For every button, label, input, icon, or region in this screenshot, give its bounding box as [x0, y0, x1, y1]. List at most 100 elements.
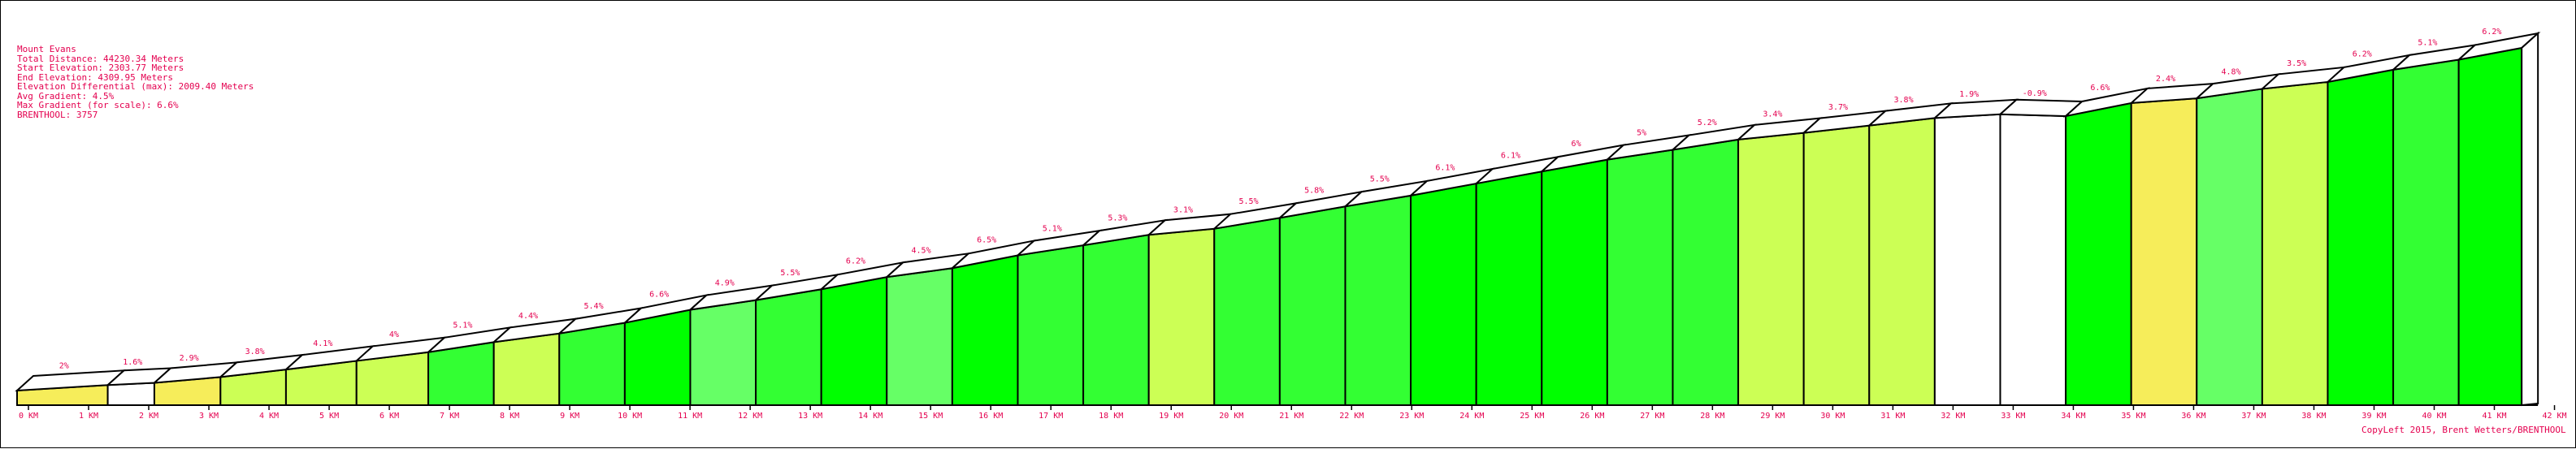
- x-tick-label: 14 KM: [858, 412, 883, 421]
- x-tick-label: 31 KM: [1880, 412, 1905, 421]
- gradient-label: 5.2%: [1698, 119, 1717, 127]
- gradient-label: 5.1%: [1043, 224, 1062, 233]
- x-tick-label: 11 KM: [678, 412, 702, 421]
- gradient-label: 6.2%: [2482, 28, 2501, 37]
- gradient-segment: [1868, 117, 1936, 406]
- x-tick-label: 23 KM: [1399, 412, 1424, 421]
- gradient-segment: [492, 332, 561, 406]
- gradient-segment: [1213, 217, 1281, 406]
- gradient-label: 5.5%: [780, 269, 800, 278]
- gradient-label: 6.2%: [846, 257, 865, 266]
- gradient-label: 3.1%: [1173, 205, 1193, 214]
- x-tick-label: 8 KM: [500, 412, 519, 421]
- gradient-label: 4.4%: [518, 312, 538, 321]
- x-tick-label: 27 KM: [1640, 412, 1664, 421]
- gradient-segment: [820, 276, 888, 406]
- x-tick-label: 3 KM: [199, 412, 219, 421]
- gradient-segment: [2261, 80, 2329, 406]
- gradient-segment: [1802, 124, 1871, 406]
- x-tick-label: 0 KM: [19, 412, 38, 421]
- x-tick-label: 22 KM: [1339, 412, 1364, 421]
- gradient-label: 3.4%: [1763, 110, 1782, 119]
- gradient-label: 6.1%: [1501, 152, 1520, 161]
- x-tick-label: 38 KM: [2301, 412, 2326, 421]
- gradient-label: 6.1%: [1435, 163, 1455, 172]
- gradient-label: 5.4%: [584, 302, 604, 311]
- gradient-label: 2.4%: [2156, 75, 2175, 84]
- gradient-label: 3.7%: [1828, 103, 1848, 112]
- x-tick-label: 25 KM: [1520, 412, 1544, 421]
- max-gradient: Max Gradient (for scale): 6.6%: [17, 100, 179, 110]
- gradient-segment: [2065, 101, 2132, 406]
- gradient-label: 6.2%: [2353, 50, 2372, 58]
- x-tick-label: 42 KM: [2542, 412, 2566, 421]
- gradient-segment: [1933, 113, 2001, 406]
- x-tick-label: 20 KM: [1219, 412, 1243, 421]
- gradient-segment: [689, 299, 757, 406]
- x-tick-label: 16 KM: [978, 412, 1003, 421]
- gradient-segment: [1475, 171, 1543, 406]
- x-tick-label: 36 KM: [2181, 412, 2205, 421]
- gradient-label: 5.5%: [1239, 197, 1259, 206]
- gradient-label: 3.8%: [1894, 96, 1914, 105]
- x-tick-label: 2 KM: [139, 412, 158, 421]
- route-info-panel: Mount Evans Total Distance: 44230.34 Met…: [17, 45, 254, 119]
- gradient-label: 4%: [389, 330, 399, 339]
- gradient-label: 4.9%: [715, 279, 735, 288]
- gradient-segment: [558, 322, 626, 406]
- gradient-label: 5.8%: [1304, 186, 1324, 195]
- gradient-segment: [106, 382, 155, 406]
- gradient-segment: [1017, 244, 1085, 406]
- gradient-label: 6%: [1572, 140, 1581, 149]
- gradient-segment: [1672, 138, 1740, 406]
- x-tick-label: 13 KM: [798, 412, 822, 421]
- gradient-segment: [1606, 149, 1674, 406]
- gradient-segment: [1999, 113, 2067, 406]
- gradient-segment: [886, 267, 953, 406]
- gradient-segment: [1737, 132, 1805, 406]
- copyleft-notice: CopyLeft 2015, Brent Wetters/BRENTHOOL: [2361, 425, 2566, 435]
- gradient-segment: [2327, 68, 2395, 406]
- gradient-label: 3.5%: [2287, 59, 2306, 68]
- x-tick-label: 1 KM: [79, 412, 98, 421]
- gradient-label: 5.1%: [453, 322, 472, 330]
- x-tick-label: 40 KM: [2422, 412, 2446, 421]
- gradient-label: 6.6%: [649, 291, 669, 300]
- elevation-differential: Elevation Differential (max): 2009.40 Me…: [17, 81, 254, 92]
- gradient-segment: [1278, 205, 1347, 406]
- gradient-label: 2.9%: [180, 354, 199, 363]
- gradient-segment: [1147, 227, 1216, 406]
- x-tick-label: 35 KM: [2121, 412, 2145, 421]
- x-tick-label: 15 KM: [918, 412, 943, 421]
- gradient-segment: [1410, 182, 1477, 406]
- x-tick-label: 6 KM: [379, 412, 399, 421]
- gradient-segment: [2457, 46, 2523, 406]
- x-tick-label: 32 KM: [1941, 412, 1965, 421]
- x-tick-label: 17 KM: [1039, 412, 1063, 421]
- km-tick-labels: 0 KM 1 KM 2 KM 3 KM 4 KM 5 KM 6 KM 7 KM 8 KM 9 KM…: [19, 405, 2567, 421]
- x-tick-label: 29 KM: [1760, 412, 1785, 421]
- x-tick-label: 4 KM: [259, 412, 279, 421]
- x-tick-label: 21 KM: [1279, 412, 1303, 421]
- gradient-label: 4.5%: [912, 247, 931, 256]
- start-elevation: Start Elevation: 2303.77 Meters: [17, 63, 184, 73]
- brenthool-score: BRENTHOOL: 3757: [17, 109, 98, 120]
- x-tick-label: 37 KM: [2241, 412, 2266, 421]
- x-tick-label: 41 KM: [2482, 412, 2506, 421]
- x-tick-label: 26 KM: [1580, 412, 1604, 421]
- gradient-label: 5%: [1637, 129, 1646, 138]
- gradient-label: -0.9%: [2023, 89, 2047, 98]
- gradient-segment: [1344, 194, 1412, 406]
- gradient-segment: [1082, 234, 1150, 406]
- gradient-segment: [623, 309, 692, 406]
- gradient-label: 4.1%: [313, 339, 332, 348]
- x-tick-label: 18 KM: [1099, 412, 1123, 421]
- gradient-label: 5.3%: [1108, 214, 1127, 223]
- gradient-segment: [755, 288, 822, 406]
- gradient-label: 3.8%: [245, 348, 265, 356]
- profile-end-face: [2521, 31, 2539, 407]
- x-tick-label: 7 KM: [440, 412, 459, 421]
- x-tick-label: 39 KM: [2361, 412, 2386, 421]
- x-tick-label: 24 KM: [1459, 412, 1484, 421]
